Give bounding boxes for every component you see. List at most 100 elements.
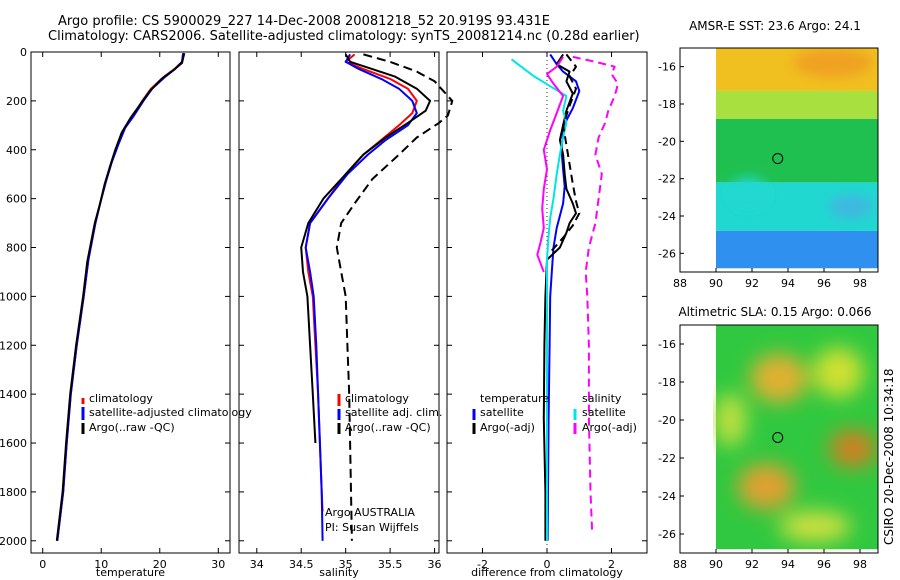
y-tick-label: -18 xyxy=(658,98,676,111)
title-line-2: Climatology: CARS2006. Satellite-adjuste… xyxy=(48,29,640,44)
x-tick-label: 96 xyxy=(817,558,831,571)
series-line xyxy=(549,53,581,254)
y-tick-label: 1200 xyxy=(0,339,27,352)
y-tick-label: -16 xyxy=(658,61,676,74)
y-tick-label: 2000 xyxy=(0,535,27,548)
pi-annotation: PI: Susan Wijffels xyxy=(325,521,419,534)
y-tick-label: 1000 xyxy=(0,290,27,303)
map-band xyxy=(716,118,878,183)
legend-salinity-header: salinity xyxy=(582,392,622,405)
x-tick-label: 36 xyxy=(428,558,442,571)
legend-sal-argo-label: Argo(-adj) xyxy=(582,421,637,434)
y-tick-label: -16 xyxy=(658,338,676,351)
map-feature xyxy=(829,194,873,219)
y-tick-label: 400 xyxy=(6,144,27,157)
series-line xyxy=(536,56,565,273)
map-blob xyxy=(750,353,808,403)
x-tick-label: 96 xyxy=(817,277,831,290)
y-tick-label: 1800 xyxy=(0,486,27,499)
x-tick-label: 88 xyxy=(673,558,687,571)
y-tick-label: -26 xyxy=(658,247,676,260)
series-line xyxy=(546,53,581,541)
y-tick-label: -20 xyxy=(658,414,676,427)
map-field xyxy=(716,48,878,269)
x-tick-label: 35 xyxy=(339,558,353,571)
series-line xyxy=(572,55,619,534)
x-tick-label: 35.5 xyxy=(378,558,403,571)
temperature-panel: 0 10 20 30 temperature 0 200 400 600 800 1000 1200 1… xyxy=(0,46,231,579)
plot-frame xyxy=(30,51,231,554)
x-tick-label: 0 xyxy=(39,558,46,571)
plot-frame xyxy=(238,51,440,554)
x-tick-label: 90 xyxy=(709,558,723,571)
series-line xyxy=(542,53,577,541)
x-tick-label: 0 xyxy=(544,558,551,571)
legend-argo-label: Argo(..raw -QC) xyxy=(89,421,175,434)
legend-sal-satellite-label: satellite xyxy=(582,406,626,419)
x-axis-label: salinity xyxy=(319,566,359,579)
y-tick-label: -26 xyxy=(658,528,676,541)
map-blob xyxy=(813,347,864,398)
x-tick-label: 20 xyxy=(153,558,167,571)
y-tick-label: 200 xyxy=(6,95,27,108)
x-tick-label: 98 xyxy=(853,558,867,571)
map-blob xyxy=(714,393,747,447)
legend-temp-satellite-label: satellite xyxy=(480,406,524,419)
x-tick-label: 2 xyxy=(608,558,615,571)
x-tick-label: 90 xyxy=(709,277,723,290)
map-feature xyxy=(793,48,873,77)
series-line xyxy=(304,53,418,541)
y-tick-label: -24 xyxy=(658,210,676,223)
x-tick-label: 94 xyxy=(781,277,795,290)
series-line xyxy=(300,53,432,444)
salinity-panel: 34 34.5 35 35.5 36 salinity xyxy=(238,51,454,579)
sst-map-panel: 88 90 92 94 96 98 -16 -18 -20 -22 -24 -26 xyxy=(658,47,879,290)
x-tick-label: 88 xyxy=(673,277,687,290)
map-frame xyxy=(679,324,879,554)
series-line xyxy=(304,53,418,512)
legend-temperature-header: temperature xyxy=(480,392,549,405)
x-tick-label: -2 xyxy=(477,558,488,571)
legend-climatology-label: climatology xyxy=(345,392,409,405)
map-sla-title: Altimetric SLA: 0.15 Argo: 0.066 xyxy=(678,305,871,319)
y-tick-label: 1400 xyxy=(0,388,27,401)
legend-satellite-label: satellite adj. clim. xyxy=(345,406,442,419)
legend-satellite-label: satellite-adjusted climatology xyxy=(89,406,252,419)
legend-climatology-label: climatology xyxy=(89,392,153,405)
argo-australia-annotation: Argo AUSTRALIA xyxy=(325,506,415,519)
x-axis-label: temperature xyxy=(96,566,165,579)
x-tick-label: 92 xyxy=(745,277,759,290)
y-tick-label: -22 xyxy=(658,173,676,186)
x-tick-label: 10 xyxy=(94,558,108,571)
map-blob xyxy=(779,511,851,542)
map-blob xyxy=(829,429,877,468)
argo-location-marker xyxy=(772,153,784,165)
legend-argo-label: Argo(..raw -QC) xyxy=(345,421,431,434)
map-frame xyxy=(679,47,879,273)
temperature-legend: climatology satellite-adjusted climatolo… xyxy=(81,392,252,434)
y-tick-label: -24 xyxy=(658,490,676,503)
series-line xyxy=(55,52,186,541)
x-tick-label: 34 xyxy=(250,558,264,571)
x-tick-label: 98 xyxy=(853,277,867,290)
map-band xyxy=(716,230,878,269)
y-tick-label: -18 xyxy=(658,376,676,389)
argo-location-marker xyxy=(772,431,784,443)
y-tick-label: -20 xyxy=(658,135,676,148)
title-line-1: Argo profile: CS 5900029_227 14-Dec-2008… xyxy=(58,14,550,29)
map-sst-title: AMSR-E SST: 23.6 Argo: 24.1 xyxy=(689,19,861,33)
x-tick-label: 92 xyxy=(745,558,759,571)
series-line xyxy=(335,53,454,541)
map-blob xyxy=(737,463,796,510)
series-line xyxy=(510,58,568,541)
x-axis-label: difference from climatology xyxy=(471,566,623,579)
y-tick-label: 0 xyxy=(20,46,27,59)
map-band xyxy=(716,90,878,119)
x-tick-label: 34.5 xyxy=(289,558,314,571)
salinity-legend: climatology satellite adj. clim. Argo(..… xyxy=(325,392,442,534)
difference-legend: temperature satellite Argo(-adj) salinit… xyxy=(472,392,637,434)
map-feature xyxy=(728,177,769,210)
legend-temp-argo-label: Argo(-adj) xyxy=(480,421,535,434)
